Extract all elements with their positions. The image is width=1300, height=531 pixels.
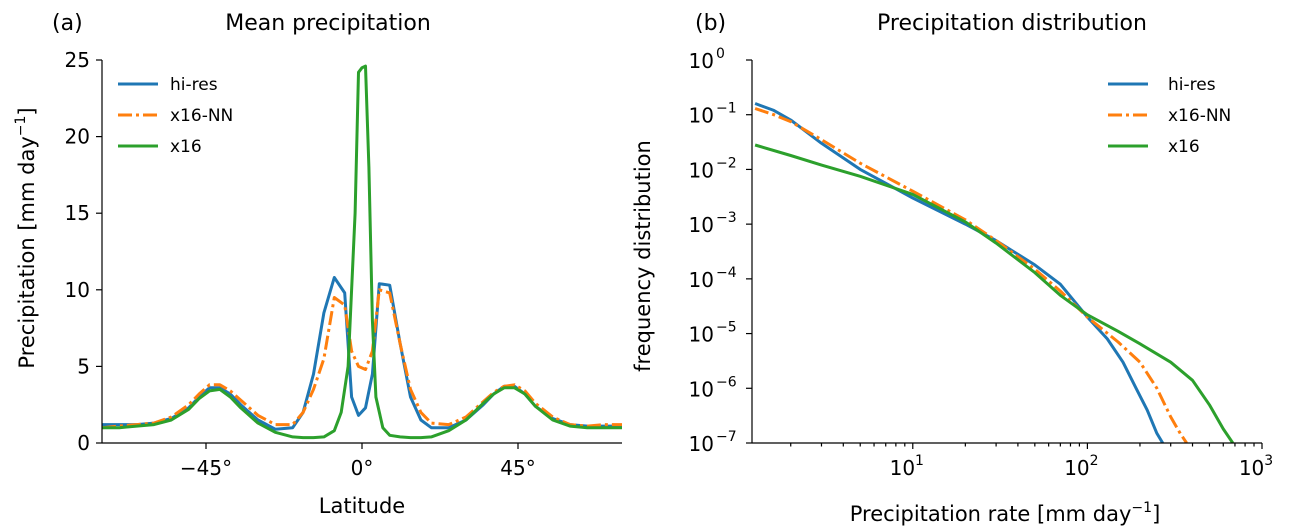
panel-b-ytick-base: 10	[689, 158, 714, 182]
panel-b-xlabel: Precipitation rate [mm day−1]	[850, 500, 1161, 526]
panel-b-ytick-label: 10	[689, 268, 714, 292]
panel-a-mean-precipitation: (a) Mean precipitation Latitude Precipit…	[13, 11, 622, 518]
panel-b-ytick-base: 10	[689, 104, 714, 128]
panel-a-series-x16-NN	[101, 288, 622, 430]
panel-b-ytick-exp: −7	[716, 429, 737, 445]
panel-b-xtick-exp: 1	[915, 453, 924, 469]
panel-a-ticks: −45° 0° 45° 0 5 10 15 20 25	[65, 48, 536, 480]
panel-a-ylabel-sup: −1	[13, 116, 29, 137]
panel-b-ytick-label: 10	[689, 377, 714, 401]
panel-b-xlabel-close: ]	[1152, 502, 1160, 526]
panel-a-ytick-label: 15	[65, 201, 90, 225]
panel-b-ytick-base: 10	[689, 377, 714, 401]
panel-b-ytick-label: 10	[689, 432, 714, 456]
panel-a-series	[101, 64, 622, 440]
panel-b-xtick-label: 101	[890, 453, 924, 480]
panel-a-series-x16	[102, 64, 622, 440]
panel-a-series-hi-res	[102, 276, 622, 431]
panel-b-xtick-exp: 3	[1264, 453, 1273, 469]
panel-a-xtick-label: −45°	[180, 456, 232, 480]
panel-b-label: (b)	[695, 11, 726, 36]
panel-b-legend: hi-res x16-NN x16	[1108, 75, 1231, 157]
panel-b-xtick-base: 10	[1064, 456, 1089, 480]
panel-b-xlabel-main: Precipitation rate [mm day	[850, 502, 1132, 526]
panel-a-ytick-label: 20	[65, 125, 90, 149]
panel-b-xlabel-sup: −1	[1131, 500, 1152, 516]
panel-a-legend: hi-res x16-NN x16	[118, 75, 233, 157]
panel-a-xtick-label: 0°	[351, 456, 374, 480]
panel-b-ytick-exp: −4	[716, 265, 737, 281]
panel-a-xtick-label: 45°	[500, 456, 535, 480]
panel-b-ytick-exp: −3	[716, 210, 737, 226]
panel-b-ytick-base: 10	[689, 268, 714, 292]
panel-a-legend-label: x16	[170, 137, 202, 157]
panel-b-xtick-label: 103	[1239, 453, 1273, 480]
panel-b-series-x16-NN	[754, 107, 1188, 443]
panel-a-ytick-label: 0	[77, 431, 90, 455]
panel-b-ytick-label: 10	[689, 213, 714, 237]
panel-b-ytick-exp: −1	[716, 101, 737, 117]
panel-b-title: Precipitation distribution	[877, 11, 1147, 36]
panel-b-xtick-base: 10	[1239, 456, 1264, 480]
panel-b-series-x16	[754, 143, 1235, 443]
panel-b-ytick-base: 10	[689, 213, 714, 237]
panel-a-legend-label: x16-NN	[170, 106, 233, 126]
panel-a-legend-label: hi-res	[170, 75, 218, 95]
panel-b-xtick-label: 102	[1064, 453, 1098, 480]
panel-a-label: (a)	[52, 11, 83, 36]
panel-b-ylabel: frequency distribution	[631, 140, 655, 372]
panel-b-ytick-exp: −2	[716, 155, 737, 171]
panel-b-legend-label: x16	[1168, 137, 1200, 157]
panel-b-legend-label: x16-NN	[1168, 106, 1231, 126]
panel-b-ytick-label: 10	[689, 158, 714, 182]
panel-b-ytick-exp: −6	[716, 374, 737, 390]
panel-a-xlabel: Latitude	[319, 494, 405, 518]
panel-b-legend-label: hi-res	[1168, 75, 1216, 95]
panel-a-ylabel: Precipitation [mm day−1]	[13, 107, 39, 368]
panel-b-ytick-base: 10	[689, 49, 714, 73]
panel-b-ytick-label: 10	[689, 323, 714, 347]
panel-a-ylabel-main: Precipitation [mm day	[15, 136, 39, 368]
panel-b-ytick-exp: 0	[716, 46, 725, 62]
panel-a-ytick-label: 5	[77, 354, 90, 378]
panel-a-ylabel-close: ]	[15, 107, 39, 115]
panel-b-precipitation-distribution: (b) Precipitation distribution Precipita…	[631, 11, 1273, 526]
panel-b-series	[754, 102, 1235, 443]
panel-a-title: Mean precipitation	[225, 11, 431, 36]
panel-b-ytick-label: 10	[689, 104, 714, 128]
panel-b-ytick-base: 10	[689, 432, 714, 456]
panel-b-xtick-base: 10	[890, 456, 915, 480]
panel-b-series-hi-res	[754, 102, 1164, 443]
panel-a-ytick-label: 10	[65, 278, 90, 302]
panel-b-ytick-label: 10	[689, 49, 714, 73]
panel-a-ytick-label: 25	[65, 48, 90, 72]
panel-b-xtick-exp: 2	[1090, 453, 1099, 469]
panel-b-ytick-base: 10	[689, 323, 714, 347]
panel-b-ytick-exp: −5	[716, 320, 737, 336]
